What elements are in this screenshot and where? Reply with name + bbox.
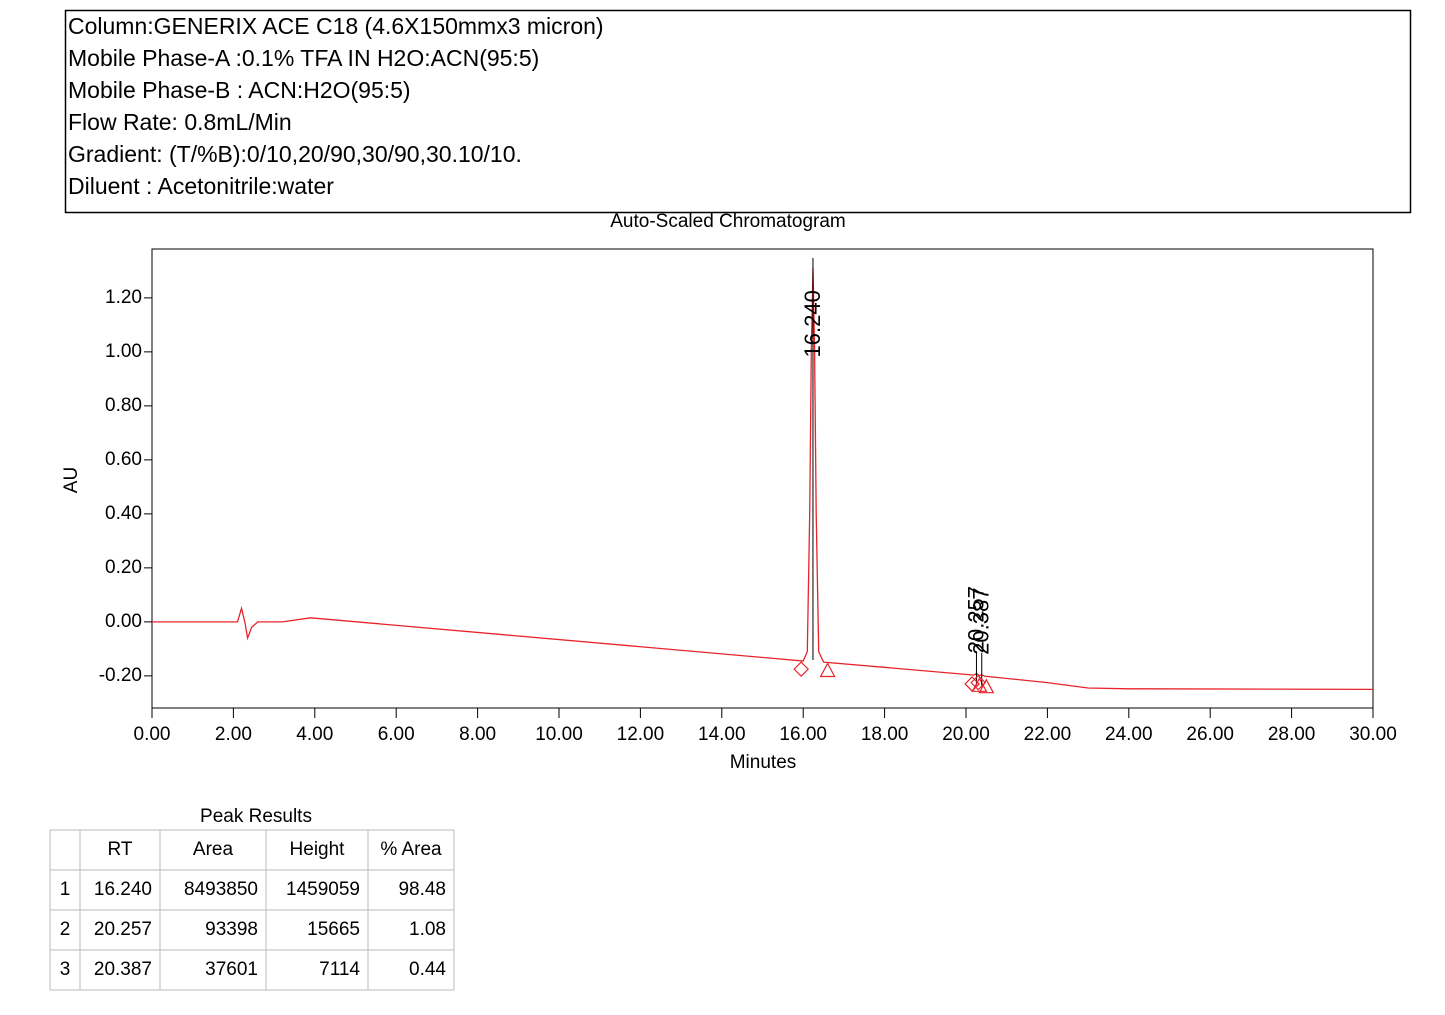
x-tick-label: 20.00 — [942, 724, 990, 745]
table-cell: 1 — [60, 879, 71, 900]
x-tick-label: 10.00 — [535, 724, 583, 745]
table-cell: 16.240 — [94, 879, 152, 900]
plot-frame — [151, 248, 1374, 709]
x-tick-label: 8.00 — [459, 724, 496, 745]
y-tick-label: 0.20 — [105, 557, 142, 578]
table-cell: 37601 — [205, 959, 258, 980]
x-tick-label: 28.00 — [1268, 724, 1316, 745]
header-line: Diluent : Acetonitrile:water — [68, 173, 334, 199]
x-tick-label: 14.00 — [698, 724, 746, 745]
header-box — [64, 9, 1412, 214]
x-tick-label: 26.00 — [1186, 724, 1234, 745]
header-line: Column:GENERIX ACE C18 (4.6X150mmx3 micr… — [68, 13, 604, 39]
trace — [152, 268, 1374, 691]
y-tick-label: 0.00 — [105, 611, 142, 632]
peak-label: 16.240 — [800, 290, 825, 357]
peak-end-marker — [978, 678, 995, 694]
y-tick-label: 0.80 — [105, 395, 142, 416]
x-tick-label: 24.00 — [1105, 724, 1153, 745]
table-header: RT — [108, 839, 133, 860]
table-cell: 8493850 — [184, 879, 258, 900]
y-tick-label: 1.20 — [105, 287, 142, 308]
x-tick-label: 12.00 — [617, 724, 665, 745]
table-cell: 20.257 — [94, 919, 152, 940]
header-line: Mobile Phase-A :0.1% TFA IN H2O:ACN(95:5… — [68, 45, 539, 71]
table-title: Peak Results — [200, 806, 312, 827]
header-line: Gradient: (T/%B):0/10,20/90,30/90,30.10/… — [68, 141, 522, 167]
peak-start-marker — [793, 661, 810, 677]
y-tick-label: 0.40 — [105, 503, 142, 524]
peak-label: 20.387 — [969, 588, 994, 655]
chart-title: Auto-Scaled Chromatogram — [610, 211, 846, 232]
x-axis-label: Minutes — [730, 752, 797, 773]
x-tick-label: 18.00 — [861, 724, 909, 745]
table-cell: 2 — [60, 919, 71, 940]
peak-start-marker — [964, 676, 980, 692]
x-tick-label: 22.00 — [1024, 724, 1072, 745]
table-header: Height — [290, 839, 346, 860]
table-cell: 93398 — [205, 919, 258, 940]
x-tick-label: 16.00 — [779, 724, 827, 745]
table-cell: 98.48 — [398, 879, 446, 900]
x-tick-label: 4.00 — [296, 724, 333, 745]
table-cell: 1.08 — [409, 919, 446, 940]
table-header: % Area — [380, 839, 442, 860]
table-header: Area — [193, 839, 234, 860]
table-cell: 1459059 — [286, 879, 360, 900]
x-tick-label: 0.00 — [134, 724, 171, 745]
table-cell: 0.44 — [409, 959, 446, 980]
header: Column:GENERIX ACE C18 (4.6X150mmx3 micr… — [68, 13, 604, 199]
table: RT Area Height % Area 1 16.240 8493850 1459059 9… — [49, 829, 455, 991]
header-line: Mobile Phase-B : ACN:H2O(95:5) — [68, 77, 411, 103]
x-tick-label: 30.00 — [1349, 724, 1397, 745]
table-cell: 3 — [60, 959, 71, 980]
table-cell: 7114 — [319, 959, 360, 980]
x-tick-label: 6.00 — [378, 724, 415, 745]
table-cell: 20.387 — [94, 959, 152, 980]
y-tick-label: 1.00 — [105, 341, 142, 362]
plot: -0.20 0.00 0.20 0.40 0.60 0.80 1.00 1.20 0.00 2.0… — [99, 258, 1397, 745]
table-cell: 15665 — [307, 919, 360, 940]
header-line: Flow Rate: 0.8mL/Min — [68, 109, 292, 135]
y-axis-label: AU — [61, 467, 82, 493]
peak-label: 20.257 — [963, 586, 988, 653]
x-tick-label: 2.00 — [215, 724, 252, 745]
y-tick-label: -0.20 — [99, 665, 142, 686]
peak-end-marker — [819, 662, 836, 678]
y-tick-label: 0.60 — [105, 449, 142, 470]
